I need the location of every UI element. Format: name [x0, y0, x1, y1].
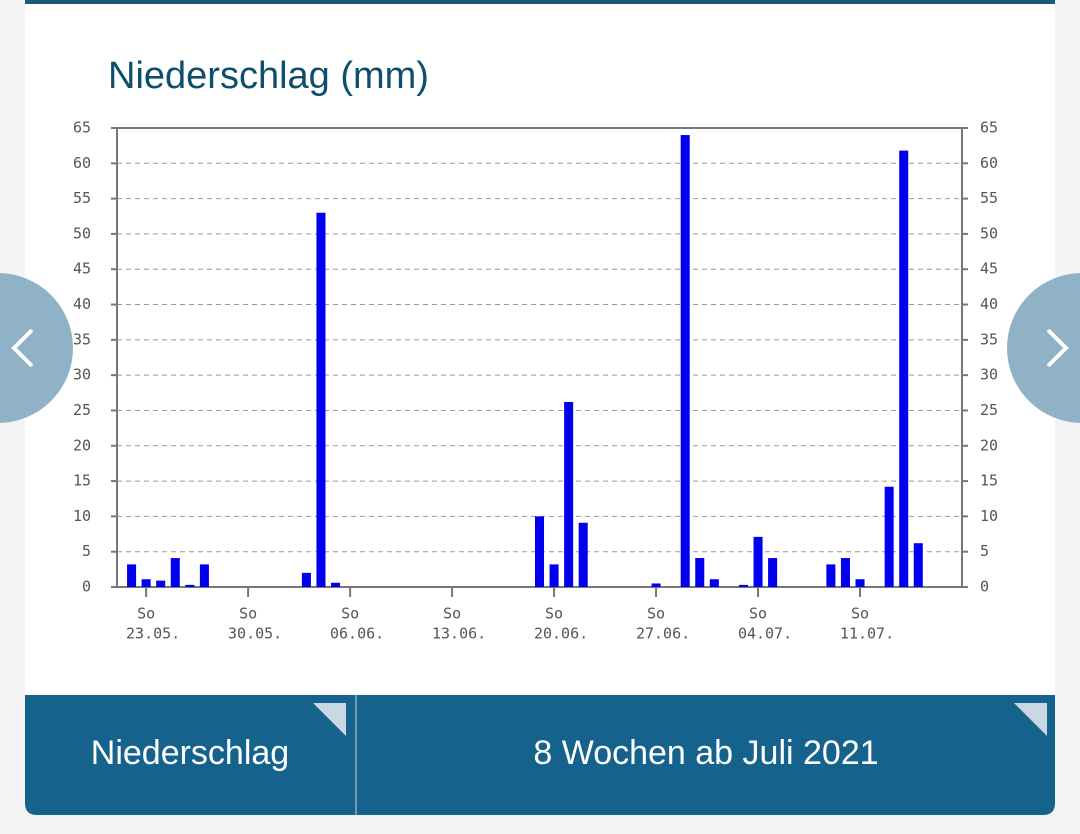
x-tick-weekday: So: [545, 605, 563, 623]
bar: [738, 584, 748, 587]
y-tick-label: 20: [73, 436, 91, 454]
bar: [564, 401, 574, 587]
dropdown-corner[interactable]: [1014, 703, 1047, 736]
bar: [185, 584, 195, 587]
period-select[interactable]: 8 Wochen ab Juli 2021: [533, 734, 878, 772]
y-tick-label: 50: [73, 224, 91, 242]
x-tick-weekday: So: [137, 605, 155, 623]
y2-tick-label: 0: [980, 578, 989, 596]
y2-tick-label: 35: [980, 330, 998, 348]
x-tick-weekday: So: [341, 605, 359, 623]
bar: [127, 564, 137, 587]
bar: [331, 582, 341, 587]
next-chevron[interactable]: [1046, 328, 1069, 368]
bar: [899, 150, 909, 587]
x-tick-weekday: So: [239, 605, 257, 623]
y2-tick-label: 40: [980, 295, 998, 313]
y2-tick-label: 25: [980, 401, 998, 419]
bar: [753, 536, 763, 587]
y-tick-label: 55: [73, 189, 91, 207]
y2-tick-label: 10: [980, 507, 998, 525]
footer: Niederschlag 8 Wochen ab Juli 2021: [25, 695, 1055, 815]
x-tick-label: 04.07.: [738, 625, 792, 643]
x-tick-label: 27.06.: [636, 625, 690, 643]
prev-circle[interactable]: [0, 273, 73, 423]
y2-tick-label: 60: [980, 154, 998, 172]
bar: [141, 579, 151, 587]
bar: [768, 558, 778, 587]
x-tick-label: 13.06.: [432, 625, 486, 643]
bar: [884, 486, 894, 587]
y-tick-label: 40: [73, 295, 91, 313]
x-tick-label: 30.05.: [228, 625, 282, 643]
y2-tick-label: 55: [980, 189, 998, 207]
bar: [199, 564, 209, 587]
x-tick-weekday: So: [851, 605, 869, 623]
bar: [316, 212, 326, 587]
parameter-select[interactable]: Niederschlag: [91, 734, 289, 772]
x-tick-weekday: So: [647, 605, 665, 623]
bar: [855, 579, 865, 587]
bar: [170, 558, 180, 587]
x-tick-weekday: So: [443, 605, 461, 623]
y-tick-label: 35: [73, 330, 91, 348]
bar: [651, 583, 661, 587]
y-tick-label: 15: [73, 472, 91, 490]
bar: [826, 564, 836, 587]
y-tick-label: 65: [73, 119, 91, 137]
bar: [578, 522, 588, 587]
bar: [301, 572, 311, 587]
y-tick-label: 25: [73, 401, 91, 419]
y2-tick-label: 65: [980, 119, 998, 137]
x-tick-weekday: So: [749, 605, 767, 623]
y2-tick-label: 15: [980, 472, 998, 490]
top-border: [25, 0, 1055, 4]
bar: [534, 516, 545, 587]
x-tick-label: 20.06.: [534, 625, 588, 643]
next-circle[interactable]: [1007, 273, 1080, 423]
x-tick-label: 23.05.: [126, 625, 180, 643]
y2-tick-label: 45: [980, 260, 998, 278]
bar: [549, 564, 559, 587]
bar: [695, 558, 705, 587]
bar: [156, 580, 166, 587]
y2-tick-label: 50: [980, 224, 998, 242]
dropdown-corner[interactable]: [313, 703, 346, 736]
x-tick-label: 06.06.: [330, 625, 384, 643]
y-tick-label: 0: [82, 578, 91, 596]
bar: [840, 558, 850, 587]
y-tick-label: 10: [73, 507, 91, 525]
y2-tick-label: 20: [980, 436, 998, 454]
footer-bar: [25, 695, 1055, 815]
bar: [709, 579, 719, 587]
next-button[interactable]: [1007, 273, 1080, 423]
y-tick-label: 60: [73, 154, 91, 172]
bar: [680, 135, 690, 588]
y-tick-label: 30: [73, 366, 91, 384]
x-tick-label: 11.07.: [840, 625, 894, 643]
chart-title: Niederschlag (mm): [108, 55, 429, 97]
bar: [913, 543, 923, 587]
y2-tick-label: 5: [980, 542, 989, 560]
y-tick-label: 5: [82, 542, 91, 560]
y-tick-label: 45: [73, 260, 91, 278]
y2-tick-label: 30: [980, 366, 998, 384]
prev-button[interactable]: [0, 273, 73, 423]
prev-chevron[interactable]: [11, 328, 34, 368]
